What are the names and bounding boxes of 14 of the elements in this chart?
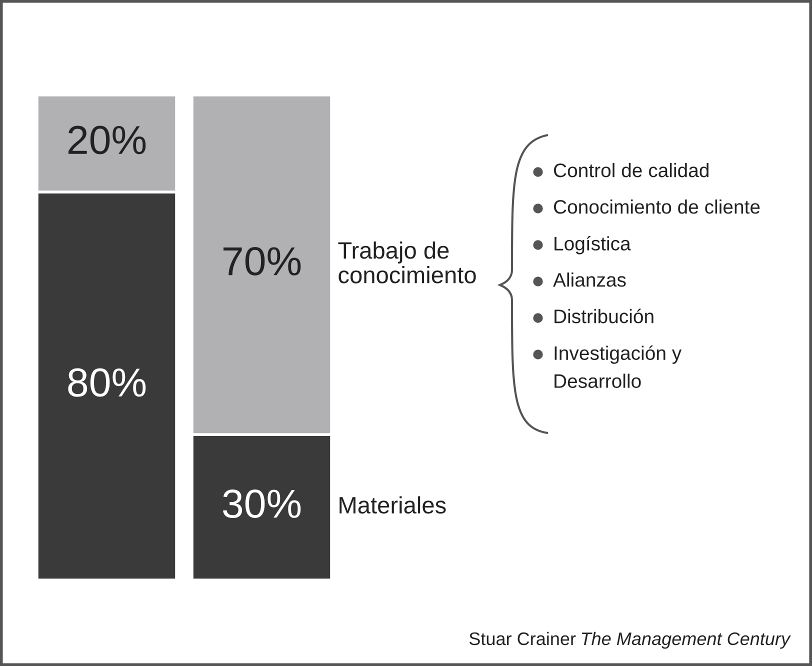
data-label: 30% [222, 490, 301, 518]
text: Investigación y Desarrollo [554, 346, 682, 388]
series-label: Materiales [340, 496, 446, 514]
text: Conocimiento de cliente [554, 200, 760, 214]
text: Stuar Crainer [469, 632, 576, 646]
text: The Management Century [582, 632, 791, 649]
data-label: 70% [224, 247, 301, 276]
series-label: Trabajo de conocimiento [338, 241, 476, 284]
text: Distribución [554, 308, 654, 324]
data-label: 20% [68, 126, 146, 154]
text: Logística [554, 236, 631, 254]
text: Alianzas [553, 272, 626, 287]
data-label: 80% [68, 368, 146, 397]
text: Control de calidad [554, 163, 708, 178]
